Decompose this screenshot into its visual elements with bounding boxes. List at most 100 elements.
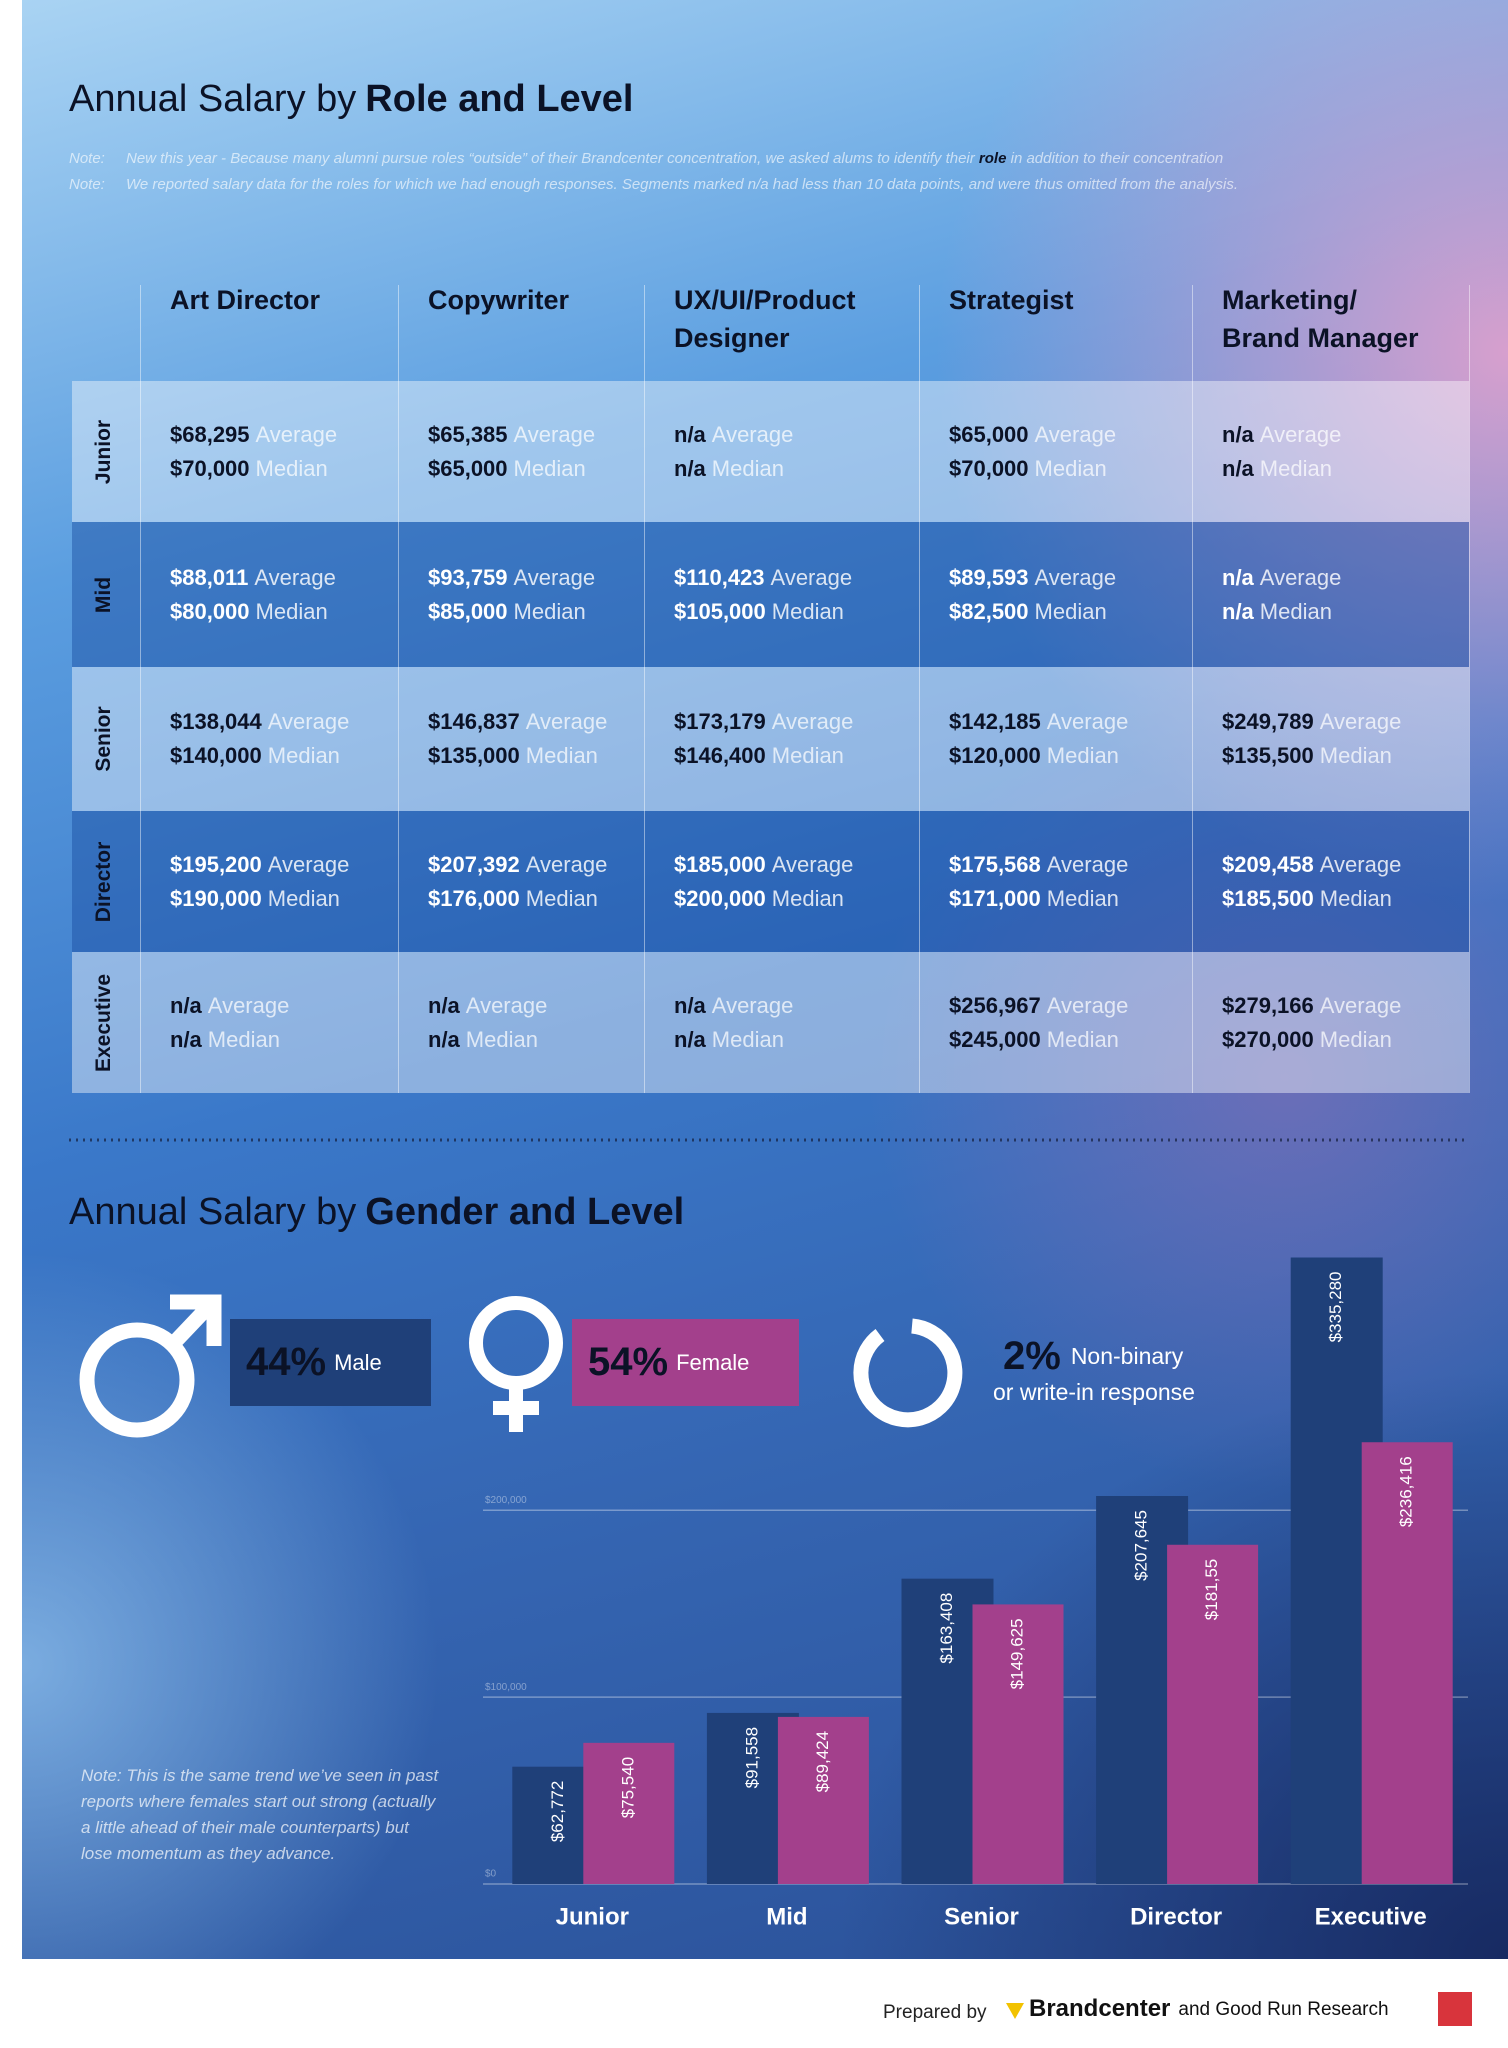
cell-line: $270,000 Median — [1222, 1023, 1401, 1057]
cell-line: $146,400 Median — [674, 739, 853, 773]
table-cell: $256,967 Average $245,000 Median — [949, 989, 1128, 1057]
table-cell: $88,011 Average $80,000 Median — [170, 561, 336, 629]
cell-value: $89,593 — [949, 564, 1029, 590]
cell-stat-label: Average — [1046, 851, 1129, 877]
cell-line: $279,166 Average — [1222, 989, 1401, 1023]
note-part: New this year - Because many alumni purs… — [126, 150, 975, 167]
table-cell: $185,000 Average $200,000 Median — [674, 848, 853, 916]
column-header-line: Copywriter — [428, 285, 570, 315]
x-tick-label: Senior — [944, 1903, 1019, 1930]
cell-value: $146,400 — [674, 743, 766, 768]
other-share: 2% Non-binary — [1003, 1334, 1184, 1378]
cell-stat-label: Median — [711, 1026, 784, 1052]
table-cell: $207,392 Average $176,000 Median — [428, 848, 607, 916]
cell-stat-label: Average — [207, 992, 290, 1018]
cell-value: $270,000 — [1222, 1026, 1314, 1052]
cell-stat-label: Median — [711, 455, 784, 481]
cell-line: $65,000 Median — [428, 452, 595, 486]
table-cell: $142,185 Average $120,000 Median — [949, 705, 1128, 773]
value-label: $75,540 — [618, 1757, 637, 1818]
table-cell: $146,837 Average $135,000 Median — [428, 705, 607, 773]
cell-stat-label: Median — [1046, 885, 1119, 911]
cell-value: $93,759 — [428, 564, 508, 590]
cell-line: $146,837 Average — [428, 705, 607, 739]
footer-brand: Brandcenter and Good Run Research — [1029, 1995, 1389, 2022]
cell-value: $120,000 — [949, 743, 1041, 768]
column-divider — [398, 285, 399, 1093]
cell-value: n/a — [674, 421, 706, 447]
table-cell: $249,789 Average $135,500 Median — [1222, 705, 1401, 773]
other-sublabel: or write-in response — [993, 1379, 1195, 1405]
cell-stat-label: Median — [513, 455, 586, 481]
cell-value: $256,967 — [949, 992, 1041, 1018]
bar — [1361, 1442, 1453, 1884]
cell-stat-label: Median — [267, 885, 340, 911]
cell-line: n/a Average — [170, 989, 289, 1023]
cell-stat-label: Average — [1259, 564, 1342, 590]
column-header-line: Designer — [674, 323, 790, 353]
cell-line: $70,000 Median — [170, 452, 337, 486]
value-label: $207,645 — [1132, 1510, 1151, 1581]
note-part: in addition to their concentration — [1010, 150, 1224, 167]
cell-stat-label: Median — [525, 885, 598, 911]
cell-stat-label: Average — [513, 421, 596, 447]
cell-stat-label: Median — [525, 743, 598, 768]
cell-line: $249,789 Average — [1222, 705, 1401, 739]
cell-value: $65,385 — [428, 421, 508, 447]
legend-box — [572, 1319, 799, 1406]
table-cell: n/a Average n/a Median — [674, 418, 793, 486]
cell-value: $80,000 — [170, 598, 250, 624]
cell-stat-label: Median — [1259, 455, 1332, 481]
cell-stat-label: Average — [1034, 564, 1117, 590]
note-label: Note: — [69, 150, 105, 167]
note-part: We reported salary data for the roles fo… — [126, 176, 1239, 193]
cell-value: $173,179 — [674, 709, 766, 734]
table-cell: $65,000 Average $70,000 Median — [949, 418, 1116, 486]
column-header-line: Strategist — [949, 285, 1074, 315]
table-cell: $138,044 Average $140,000 Median — [170, 705, 349, 773]
cell-line: $185,000 Average — [674, 848, 853, 882]
cell-line: $110,423 Average — [674, 561, 852, 595]
table-cell: n/a Average n/a Median — [170, 989, 289, 1057]
column-header: Art Director — [170, 281, 320, 319]
cell-line: n/a Average — [674, 418, 793, 452]
table-cell: $89,593 Average $82,500 Median — [949, 561, 1116, 629]
row-band — [72, 667, 1469, 811]
column-divider — [1192, 285, 1193, 1093]
cell-value: $185,500 — [1222, 885, 1314, 911]
cell-line: $140,000 Median — [170, 739, 349, 773]
title-emphasis: Role and Level — [365, 78, 634, 120]
x-tick-label: Director — [1130, 1903, 1222, 1930]
cell-line: $93,759 Average — [428, 561, 595, 595]
cell-line: $135,000 Median — [428, 739, 607, 773]
column-header-line: UX/UI/Product — [674, 285, 856, 315]
value-label: $62,772 — [548, 1781, 567, 1842]
row-band — [72, 811, 1469, 952]
cell-line: $88,011 Average — [170, 561, 336, 595]
other-label: Non-binary — [1071, 1343, 1184, 1369]
cell-stat-label: Average — [1046, 992, 1129, 1018]
cell-value: $68,295 — [170, 421, 250, 447]
cell-value: n/a — [428, 992, 460, 1018]
table-cell: $209,458 Average $185,500 Median — [1222, 848, 1401, 916]
column-header: Copywriter — [428, 281, 569, 319]
value-label: $91,558 — [742, 1727, 761, 1788]
table-cell: $175,568 Average $171,000 Median — [949, 848, 1128, 916]
cell-stat-label: Median — [1034, 455, 1107, 481]
cell-value: $245,000 — [949, 1026, 1041, 1052]
cell-line: n/a Median — [1222, 595, 1341, 629]
column-header-line: Marketing/ — [1222, 285, 1358, 315]
chart-title: Annual Salary by Gender and Level — [69, 1191, 684, 1234]
cell-value: n/a — [170, 1026, 202, 1052]
row-band — [72, 381, 1469, 522]
notes: Note: New this year - Because many alumni… — [69, 146, 1409, 198]
cell-stat-label: Average — [254, 564, 336, 590]
x-tick-label: Mid — [766, 1903, 807, 1930]
cell-stat-label: Average — [513, 564, 596, 590]
partner-logo — [1438, 1992, 1472, 2026]
cell-stat-label: Median — [771, 598, 844, 624]
cell-value: $185,000 — [674, 851, 766, 877]
table-cell: $110,423 Average $105,000 Median — [674, 561, 852, 629]
chart-note: Note: This is the same trend we’ve seen … — [81, 1766, 439, 1863]
cell-value: $207,392 — [428, 851, 520, 877]
